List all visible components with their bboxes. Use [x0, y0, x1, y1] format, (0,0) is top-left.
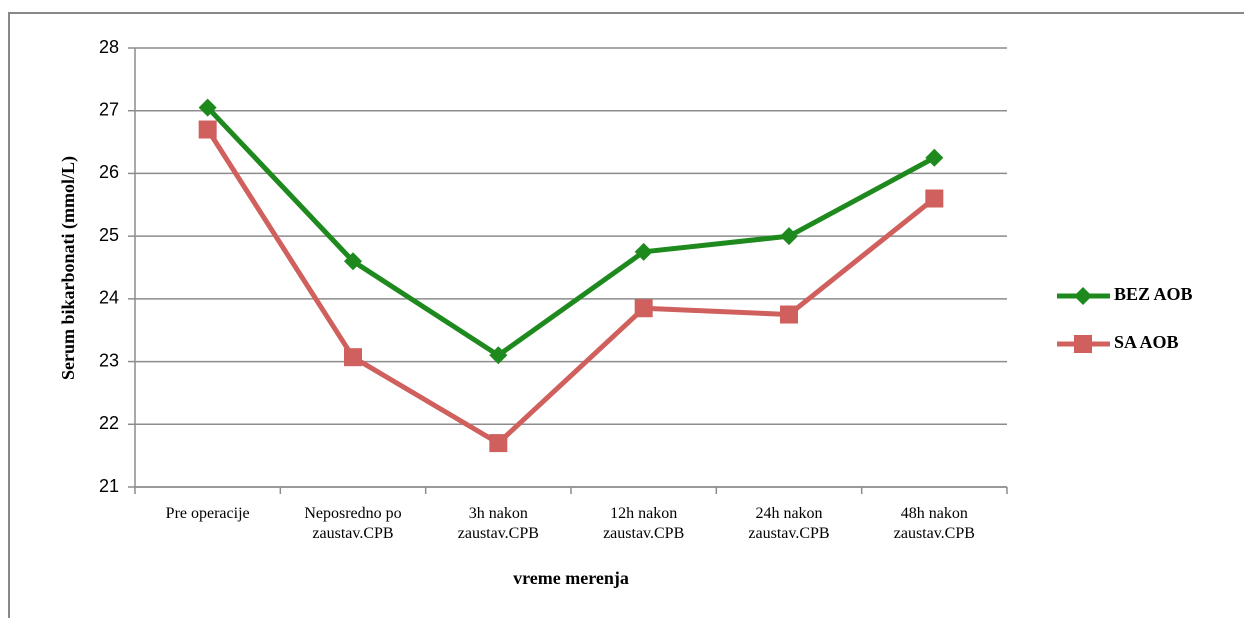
legend-label: SA AOB [1114, 332, 1179, 352]
marker [925, 148, 944, 167]
marker [489, 346, 508, 365]
marker [925, 189, 944, 208]
marker [634, 242, 653, 261]
chart-frame [8, 12, 1244, 618]
marker [634, 299, 653, 318]
marker [780, 227, 798, 246]
marker [198, 120, 217, 139]
x-tick-label: Pre operacije [165, 505, 250, 522]
y-axis-title: Serum bikarbonati (mmol/L) [58, 156, 79, 380]
x-tick-label: 12h nakon zaustav.CPB [603, 505, 685, 542]
y-tick-label: 27 [99, 99, 119, 119]
legend-label: BEZ AOB [1114, 284, 1193, 304]
y-tick-label: 26 [99, 162, 119, 182]
x-axis-title: vreme merenja [513, 568, 629, 588]
y-tick-label: 24 [99, 288, 119, 308]
x-tick-label: Neposredno po zaustav.CPB [304, 505, 402, 542]
marker [344, 252, 362, 271]
marker [1074, 287, 1092, 305]
x-tick-label: 3h nakon zaustav.CPB [457, 505, 539, 542]
marker [1074, 335, 1092, 353]
y-tick-label: 25 [99, 225, 119, 245]
y-tick-label: 22 [99, 413, 119, 433]
y-tick-label: 28 [99, 37, 119, 57]
marker [489, 434, 508, 453]
series-line [205, 105, 936, 358]
marker [198, 98, 217, 117]
x-tick-label: 48h nakon zaustav.CPB [893, 505, 975, 542]
y-tick-label: 23 [99, 350, 119, 370]
marker [780, 305, 798, 324]
marker [344, 348, 362, 367]
y-tick-label: 21 [99, 476, 119, 496]
series-line [205, 128, 936, 446]
x-tick-label: 24h nakon zaustav.CPB [748, 505, 830, 542]
